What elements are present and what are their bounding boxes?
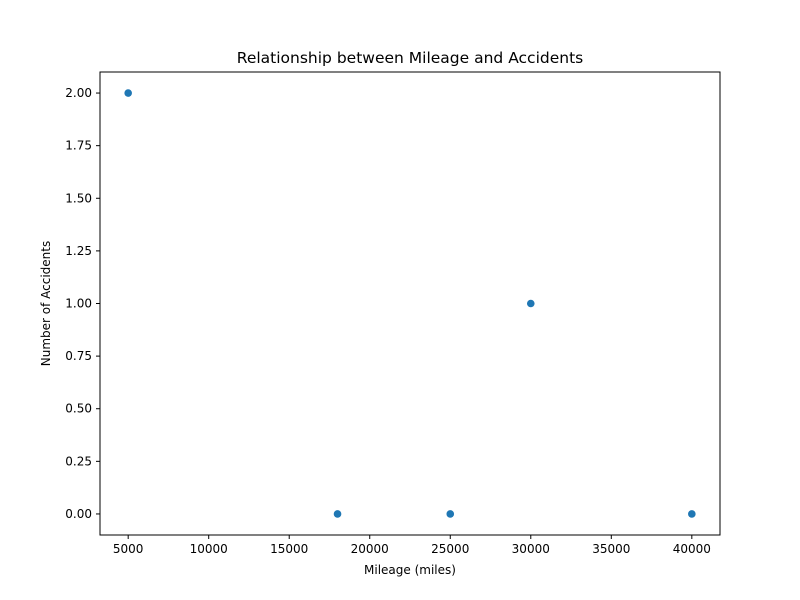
y-tick-label: 0.75	[65, 349, 92, 363]
y-tick-label: 0.50	[65, 402, 92, 416]
y-axis: 0.00 0.25 0.50 0.75 1.00 1.25 1.50 1.75 2.00	[65, 86, 100, 521]
x-tick-label: 10000	[190, 542, 228, 556]
y-tick-label: 1.25	[65, 244, 92, 258]
x-tick-label: 35000	[592, 542, 630, 556]
data-points	[124, 89, 696, 518]
x-tick-label: 30000	[512, 542, 550, 556]
x-tick-label: 40000	[673, 542, 711, 556]
plot-frame	[99, 71, 721, 536]
y-tick-label: 0.25	[65, 454, 92, 468]
plot-area	[99, 71, 721, 536]
chart-title: Relationship between Mileage and Acciden…	[237, 49, 583, 67]
data-point	[124, 89, 132, 97]
data-point	[333, 510, 342, 518]
x-tick-label: 5000	[113, 542, 144, 556]
x-axis-label: Mileage (miles)	[364, 563, 456, 577]
y-axis-label: Number of Accidents	[39, 241, 53, 367]
data-point	[526, 299, 535, 308]
y-tick-label: 1.50	[65, 191, 92, 205]
y-tick-label: 1.75	[65, 139, 92, 153]
y-tick-label: 2.00	[65, 86, 92, 100]
x-tick-label: 15000	[270, 542, 308, 556]
x-tick-label: 20000	[351, 542, 389, 556]
data-point	[688, 510, 696, 518]
y-tick-label: 1.00	[65, 297, 92, 311]
x-tick-label: 25000	[431, 542, 469, 556]
y-tick-label: 0.00	[65, 507, 92, 521]
x-axis: 5000 10000 15000 20000 25000 30000 35000 40000	[113, 535, 711, 556]
data-point	[446, 510, 455, 518]
